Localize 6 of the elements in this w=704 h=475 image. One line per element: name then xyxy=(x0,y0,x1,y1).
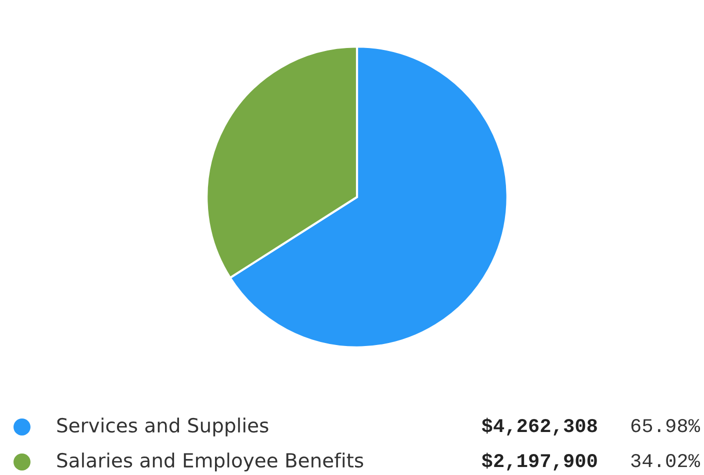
legend-label: Salaries and Employee Benefits xyxy=(57,452,364,472)
text: 34.02% xyxy=(631,454,700,468)
text: 65.98% xyxy=(631,419,700,432)
data-label: $4,262,308 xyxy=(482,418,597,436)
data-label: $2,197,900 xyxy=(482,452,597,470)
legend-label: Services and Supplies xyxy=(57,418,268,436)
